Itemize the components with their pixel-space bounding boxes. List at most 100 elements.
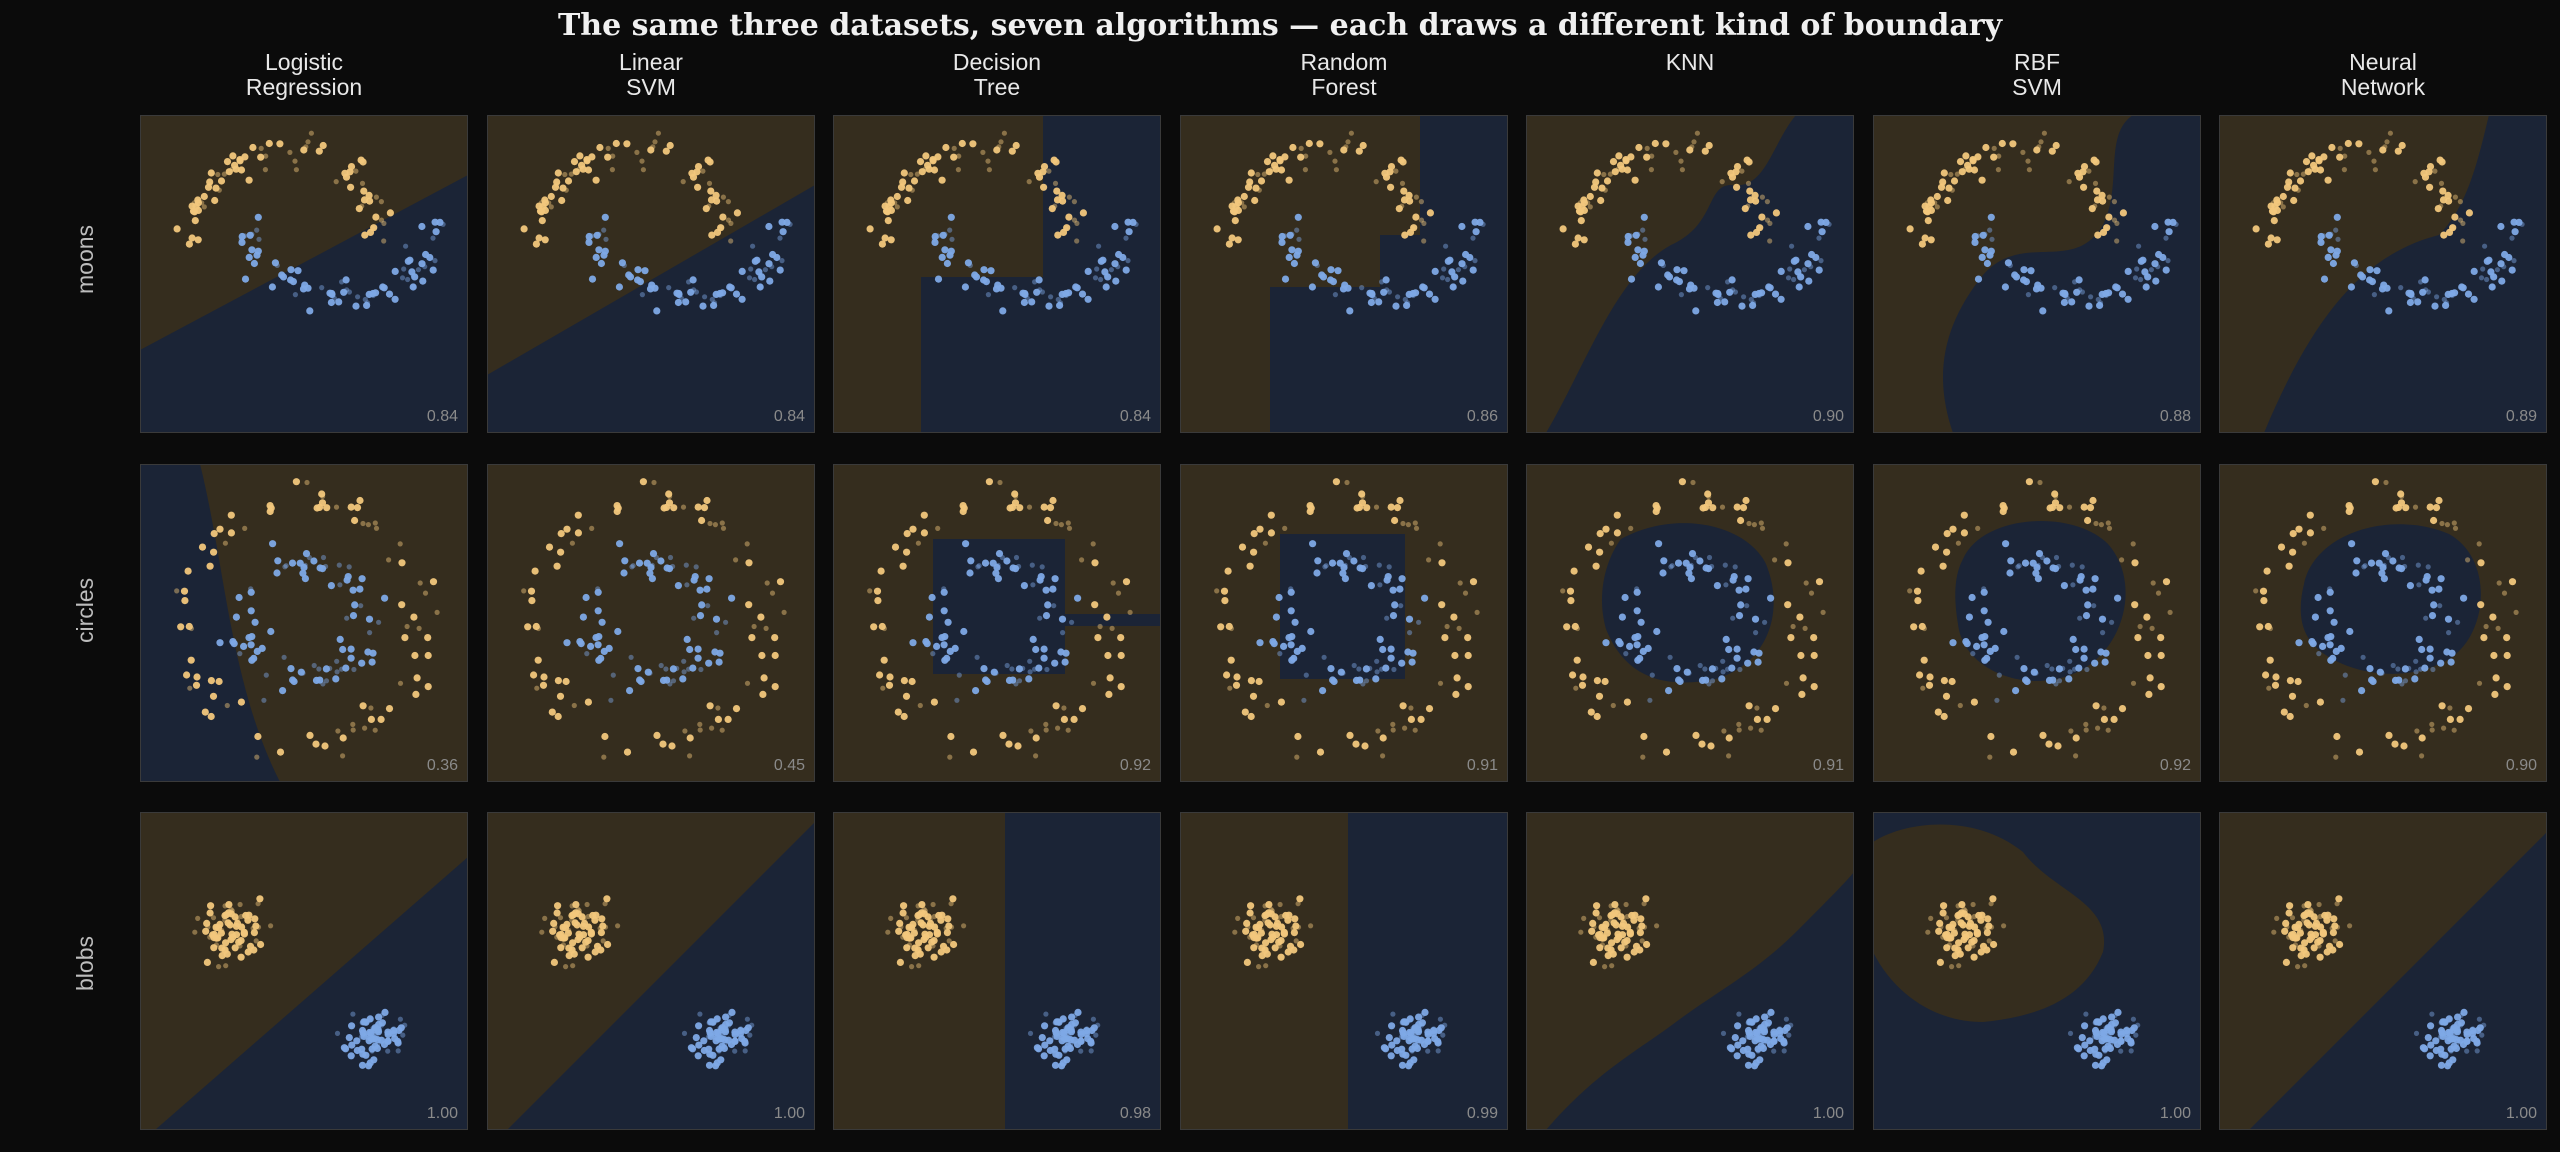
point-class1 [332,675,340,683]
point-class0 [1250,915,1257,921]
score-label: 0.92 [1120,757,1151,774]
point-class0 [417,580,423,586]
point-class0 [1613,910,1621,918]
point-class0 [210,530,218,538]
point-class0 [2438,158,2446,166]
point-class1 [1307,627,1315,636]
point-class1 [1104,284,1110,290]
point-class0 [732,705,741,713]
point-class0 [943,929,951,937]
point-class0 [1970,937,1978,945]
point-class0 [2332,938,2338,944]
point-class1 [949,236,955,242]
point-class0 [1970,698,1978,706]
point-class1 [2342,672,2348,678]
point-class0 [539,929,545,935]
point-class0 [1241,204,1247,210]
point-class1 [1329,278,1337,286]
point-class1 [1655,540,1663,548]
point-class0 [2294,171,2300,178]
panel-frame [833,812,1161,1130]
score-label: 0.91 [1813,757,1844,774]
point-class1 [1730,615,1736,621]
point-class0 [1396,496,1404,505]
point-class0 [225,901,233,909]
point-class0 [1105,690,1113,698]
point-class0 [401,634,409,642]
point-class1 [1133,221,1139,227]
point-class0 [527,587,536,595]
point-class1 [1391,666,1397,673]
point-class0 [1262,903,1268,909]
point-class1 [1791,276,1797,283]
point-class1 [1035,664,1043,672]
point-class0 [881,234,889,242]
point-class0 [1593,677,1601,685]
point-class0 [1265,168,1273,176]
point-class1 [1390,1011,1396,1017]
point-class1 [2423,615,2429,621]
point-class1 [1443,243,1449,249]
point-class0 [2336,153,2344,161]
point-class0 [2429,721,2435,727]
point-class0 [242,525,248,531]
point-class1 [1391,601,1399,609]
region-class1 [2300,524,2481,674]
point-class0 [1297,153,1305,161]
point-class1 [418,260,426,268]
point-class1 [928,593,936,602]
point-class0 [2038,139,2044,145]
point-class0 [2508,578,2517,586]
point-class0 [2025,158,2031,164]
point-class0 [539,681,548,689]
point-class1 [596,231,602,237]
point-class1 [634,266,642,274]
point-class1 [2106,1044,2114,1052]
point-class1 [1445,276,1451,283]
point-class0 [238,913,244,920]
point-class1 [2391,676,2400,684]
point-class1 [1733,654,1741,662]
point-class0 [542,915,548,921]
point-class0 [223,963,229,969]
point-class0 [571,702,577,709]
point-class0 [1013,493,1019,499]
point-class0 [1623,953,1631,961]
point-class1 [362,1018,370,1026]
point-class1 [1633,588,1641,596]
point-class1 [1033,288,1041,296]
point-class0 [188,625,194,632]
point-class0 [896,919,904,927]
point-class1 [2060,665,2066,671]
point-class1 [2112,283,2120,291]
point-class0 [2084,516,2092,525]
point-class0 [1390,721,1396,727]
point-class0 [361,231,369,239]
point-class0 [598,915,606,923]
point-class0 [876,671,884,679]
point-class1 [1818,228,1826,236]
point-class0 [1223,671,1231,679]
point-class1 [925,613,933,621]
point-class1 [2463,1028,2471,1036]
point-class0 [1060,715,1068,723]
point-class1 [2454,1013,2462,1021]
region-class1 [487,185,815,433]
point-class0 [211,196,219,205]
point-class0 [584,943,590,949]
point-class0 [1746,187,1754,195]
point-class0 [1343,144,1349,150]
point-class0 [1272,922,1280,930]
point-class0 [1942,692,1951,700]
point-class1 [1088,1026,1096,1035]
point-class0 [1592,562,1600,570]
point-class0 [1951,952,1959,960]
point-class0 [386,209,394,217]
point-class1 [2136,243,2142,249]
point-class0 [706,158,714,166]
point-class0 [1070,715,1078,723]
point-class0 [227,936,235,944]
point-class1 [681,1030,688,1036]
point-class1 [2340,697,2346,703]
point-class1 [598,618,606,626]
